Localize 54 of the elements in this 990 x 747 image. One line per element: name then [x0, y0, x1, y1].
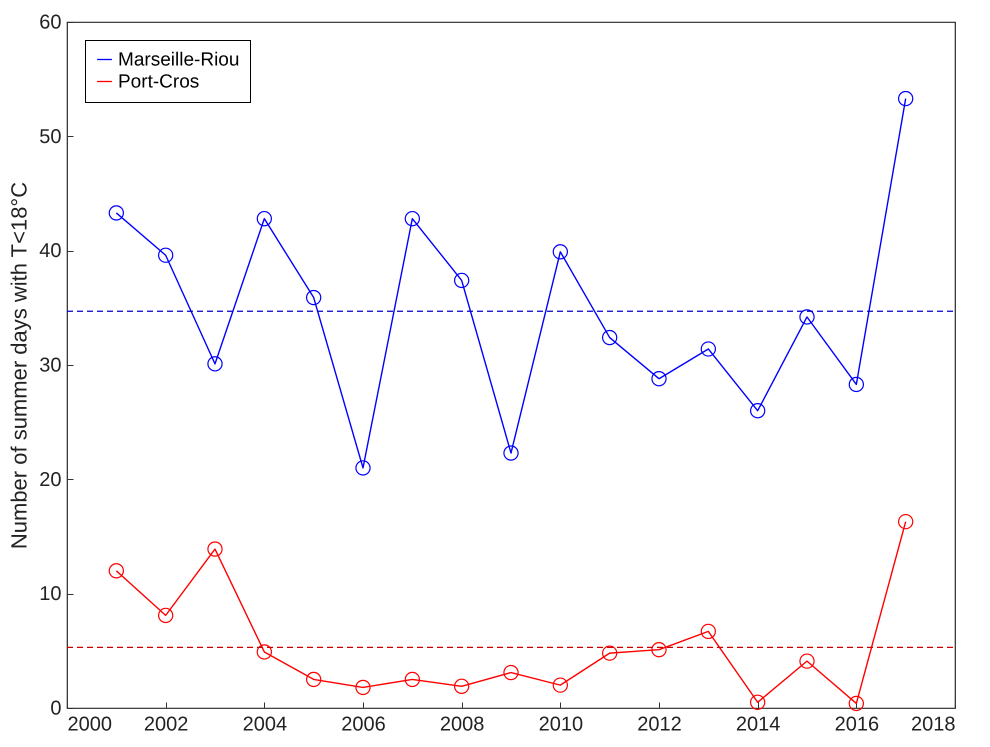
point — [207, 356, 223, 372]
y-tick-label: 50 — [39, 126, 62, 148]
x-tick-label: 2018 — [911, 714, 956, 736]
point — [256, 210, 272, 226]
y-axis-title: Number of summer days with T<18°C — [6, 182, 32, 550]
point — [602, 645, 618, 661]
y-tick-label: 10 — [39, 583, 62, 606]
point — [799, 309, 815, 325]
point — [700, 341, 716, 357]
point — [256, 644, 272, 660]
y-tick-label: 0 — [50, 698, 62, 720]
point — [207, 541, 223, 557]
point — [404, 672, 420, 688]
point — [355, 460, 371, 476]
point — [158, 248, 174, 263]
x-tick-label: 2016 — [834, 714, 880, 736]
point — [848, 696, 864, 712]
y-tick-label: 20 — [39, 468, 62, 491]
point — [552, 244, 568, 260]
point — [898, 90, 914, 106]
y-tick-label: 60 — [39, 12, 62, 34]
point — [898, 514, 914, 530]
x-tick-label: 2012 — [637, 714, 682, 736]
point — [108, 205, 124, 221]
point — [552, 677, 568, 693]
x-tick-label: 2010 — [538, 714, 584, 736]
point — [454, 272, 470, 288]
point — [750, 694, 766, 710]
point — [848, 376, 864, 392]
x-tick-label: 2008 — [440, 714, 484, 736]
point — [651, 642, 667, 658]
x-tick-label: 2006 — [341, 714, 386, 736]
x-tick-label: 2004 — [242, 714, 288, 736]
point — [158, 608, 174, 624]
point — [355, 680, 371, 696]
point — [700, 624, 716, 640]
point — [503, 664, 519, 680]
point — [454, 678, 470, 694]
point — [503, 445, 519, 461]
point — [799, 653, 815, 669]
x-tick-label: 2014 — [736, 714, 780, 736]
x-tick-label: 2000 — [68, 714, 112, 736]
legend-label: Marseille-Riou — [118, 50, 240, 70]
point — [306, 290, 322, 306]
x-tick-label: 2002 — [144, 714, 188, 736]
point — [108, 563, 124, 578]
legend-label: Port-Cros — [118, 72, 200, 92]
y-tick-label: 40 — [39, 240, 62, 262]
point — [651, 371, 667, 386]
point — [750, 403, 766, 418]
y-tick-label: 30 — [39, 354, 62, 376]
point — [602, 330, 618, 346]
point — [404, 210, 420, 226]
point — [306, 672, 322, 688]
